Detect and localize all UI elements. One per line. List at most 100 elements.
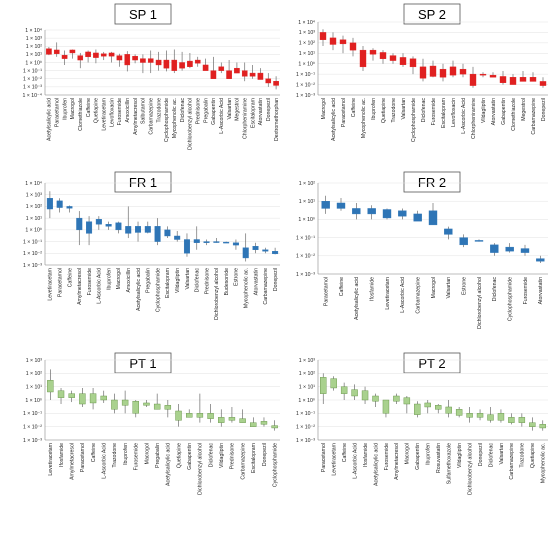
y-tick-label: 1 × 10³ (299, 30, 316, 36)
box (474, 240, 484, 242)
box (257, 72, 264, 80)
box (439, 68, 447, 78)
box (414, 403, 421, 415)
box (359, 49, 367, 68)
y-tick-label: 1 × 10¹ (26, 52, 43, 58)
box (529, 77, 537, 82)
box (61, 54, 68, 59)
box (93, 52, 99, 58)
y-tick-label: 1 × 10² (26, 204, 43, 210)
box (66, 206, 73, 209)
box (175, 410, 182, 421)
category-label: Quetiapine (381, 98, 387, 123)
category-label: Caffeine (91, 443, 97, 462)
y-tick-label: 1 × 10⁻¹ (23, 68, 42, 74)
box (539, 424, 546, 429)
box (459, 68, 467, 75)
category-label: Caffeine (351, 98, 357, 117)
category-label: Valsartan (227, 98, 233, 120)
box (262, 249, 269, 252)
category-label: Amylmetacresol (394, 443, 400, 480)
category-label: Furosemide (431, 98, 437, 126)
y-tick-label: 1 × 10⁻¹ (296, 72, 315, 78)
category-label: Valsartan (499, 443, 505, 465)
category-label: Dichlorobenzyl alcohol (188, 98, 194, 150)
panel-title: SP 1 (129, 7, 157, 22)
category-label: Macrogol (321, 98, 327, 119)
category-label: Cyclophosphamide (272, 443, 278, 487)
box (319, 32, 327, 40)
y-tick-label: 1 × 10⁻² (23, 251, 42, 257)
category-label: Megestrol (235, 98, 241, 121)
box (476, 413, 484, 418)
category-label: Acetylsalicylic acid (331, 98, 337, 141)
category-label: Chlorpheniramine (243, 98, 249, 139)
category-label: Valsartan (185, 268, 191, 290)
category-label: Megestrol (521, 98, 527, 121)
category-label: L-Ascorbic Acid (461, 98, 467, 134)
box (89, 393, 97, 404)
panel-pt-1: PT 1 1 × 10⁻³ 1 × 10⁻² 1 × 10⁻¹ 1 × 10⁰ 1 × 1… (23, 352, 280, 495)
category-label: Sulfamethoxazole (446, 443, 452, 484)
box (140, 58, 146, 63)
category-label: Caffeine (342, 443, 348, 462)
y-tick-label: 1 × 10⁻² (23, 424, 42, 430)
category-label: Trazodone (391, 98, 397, 123)
category-label: L-Ascorbic Acid (400, 277, 406, 313)
box (424, 402, 431, 408)
category-label: L-Ascorbic Acid (102, 443, 108, 479)
y-tick-label: 1 × 10⁴ (25, 181, 42, 187)
box (85, 51, 91, 58)
category-label: Valsartan (446, 277, 452, 299)
box (194, 59, 201, 64)
y-tick-label: 1 × 10⁻³ (296, 438, 315, 444)
category-label: Gabapentin (501, 98, 507, 125)
box (361, 390, 369, 401)
category-label: Macrogol (405, 443, 411, 464)
y-tick-label: 1 × 10² (26, 371, 43, 377)
category-label: Amylmetacresol (70, 443, 76, 480)
category-label: Macrogol (431, 277, 437, 298)
category-label: Levofloxacin (109, 98, 115, 127)
category-label: Carbamazepine (509, 443, 515, 480)
category-label: Ifosfamide (363, 443, 369, 467)
y-tick-label: 1 × 10⁻² (23, 77, 42, 83)
box (100, 53, 107, 57)
category-label: Valsartan (401, 98, 407, 120)
y-tick-label: 1 × 10³ (26, 36, 43, 42)
box (193, 239, 200, 243)
category-label: Acetylsalicylic acid (373, 443, 379, 486)
box (228, 417, 236, 421)
box (459, 237, 468, 246)
category-label: Paracetamol (341, 98, 347, 127)
box (116, 55, 123, 61)
box (490, 244, 499, 253)
category-label: Donepezil (266, 98, 272, 121)
box (519, 77, 527, 82)
category-label: Paracetamol (57, 268, 63, 297)
category-label: Rosuvastatin (436, 443, 442, 473)
box (508, 417, 515, 423)
category-label: Donepezil (262, 443, 268, 466)
category-label: Prednisone (230, 443, 236, 469)
box (382, 209, 392, 219)
y-tick-label: 1 × 10⁻³ (23, 85, 42, 91)
category-label: Levetiracetam (102, 98, 108, 131)
box (179, 62, 185, 69)
box (435, 405, 442, 410)
box (239, 418, 246, 423)
y-tick-label: 1 × 10⁻² (296, 82, 315, 88)
category-label: Ibuprofen (62, 98, 68, 120)
box (403, 397, 411, 405)
box (196, 413, 204, 418)
category-label: Atorvastatin (491, 98, 497, 126)
box (499, 76, 507, 83)
panel-title-box (114, 3, 172, 25)
category-label: L-Ascorbic Acid (97, 268, 103, 304)
category-label: Dichlorobenzyl alcohol (477, 277, 483, 329)
category-label: Furosemide (134, 443, 140, 471)
y-tick-label: 1 × 10¹ (26, 216, 43, 222)
category-label: Mycophenolic ac. (172, 98, 178, 138)
category-label: Diclofenac (488, 443, 494, 468)
